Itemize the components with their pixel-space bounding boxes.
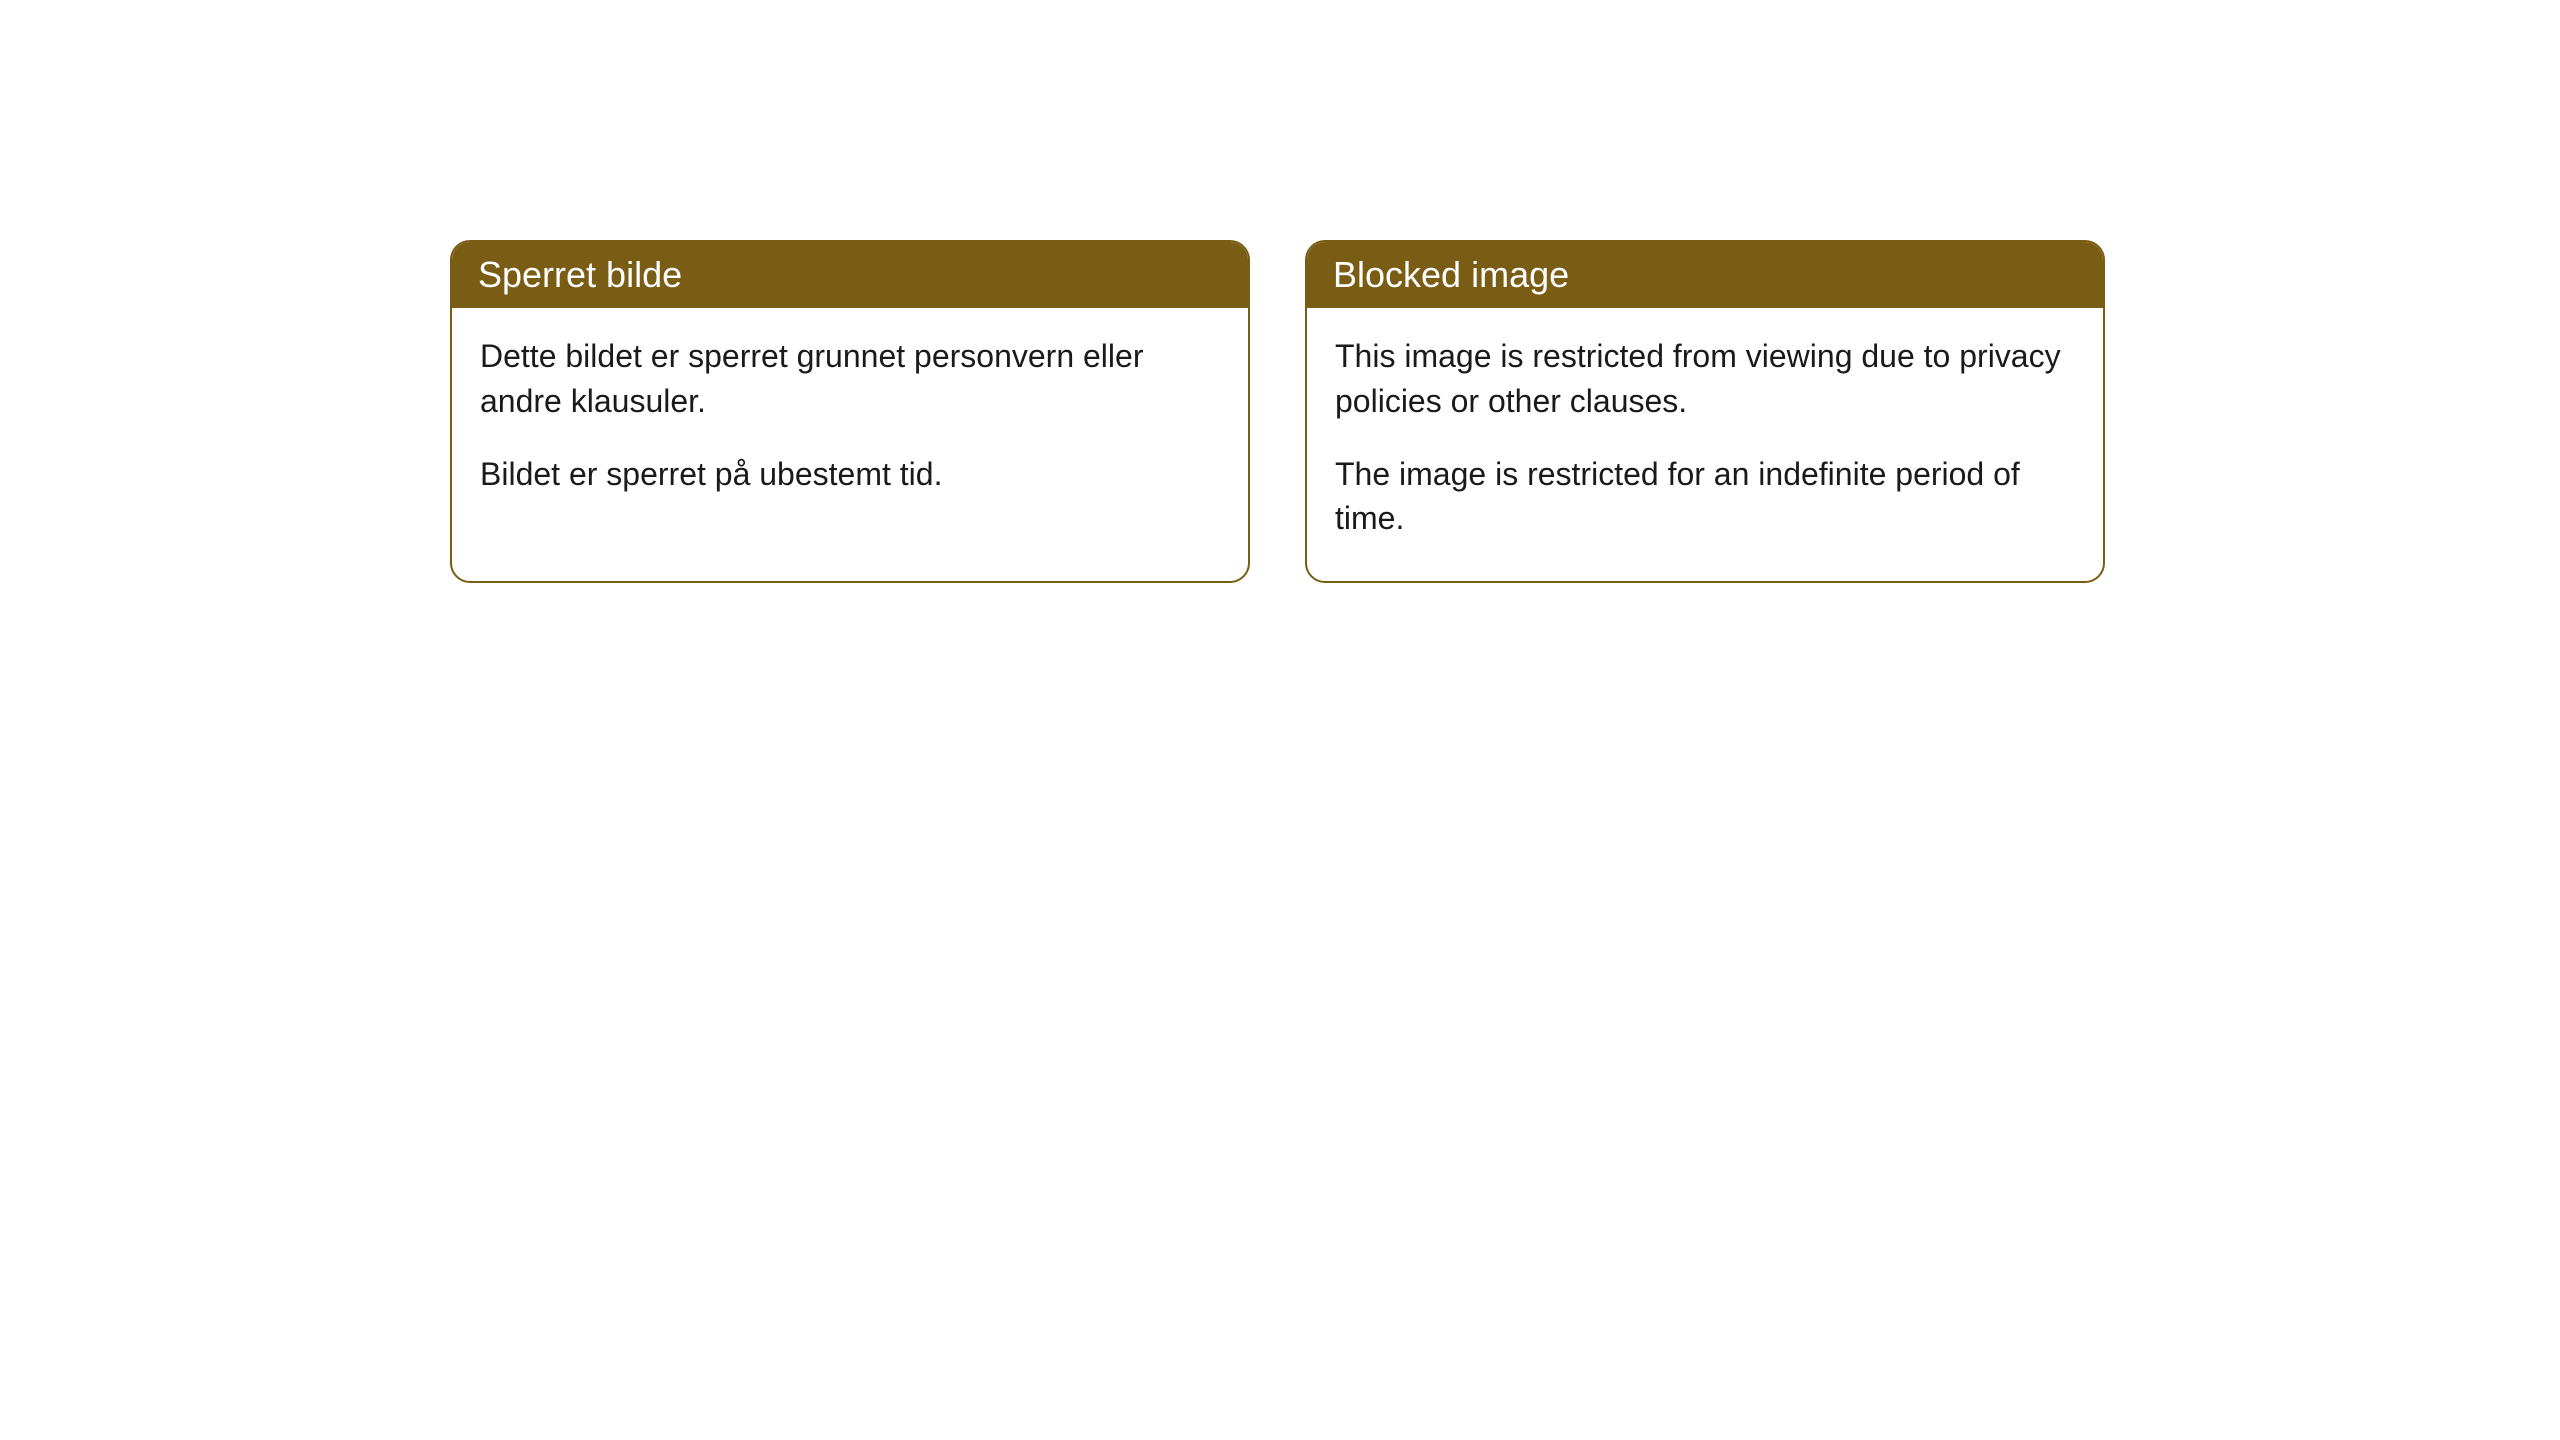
card-body-norwegian: Dette bildet er sperret grunnet personve… <box>452 308 1248 536</box>
card-paragraph: Bildet er sperret på ubestemt tid. <box>480 452 1220 497</box>
card-paragraph: The image is restricted for an indefinit… <box>1335 452 2075 542</box>
card-header-english: Blocked image <box>1307 242 2103 308</box>
cards-container: Sperret bilde Dette bildet er sperret gr… <box>450 240 2560 583</box>
blocked-image-card-english: Blocked image This image is restricted f… <box>1305 240 2105 583</box>
card-header-norwegian: Sperret bilde <box>452 242 1248 308</box>
card-body-english: This image is restricted from viewing du… <box>1307 308 2103 581</box>
card-paragraph: This image is restricted from viewing du… <box>1335 334 2075 424</box>
blocked-image-card-norwegian: Sperret bilde Dette bildet er sperret gr… <box>450 240 1250 583</box>
card-paragraph: Dette bildet er sperret grunnet personve… <box>480 334 1220 424</box>
